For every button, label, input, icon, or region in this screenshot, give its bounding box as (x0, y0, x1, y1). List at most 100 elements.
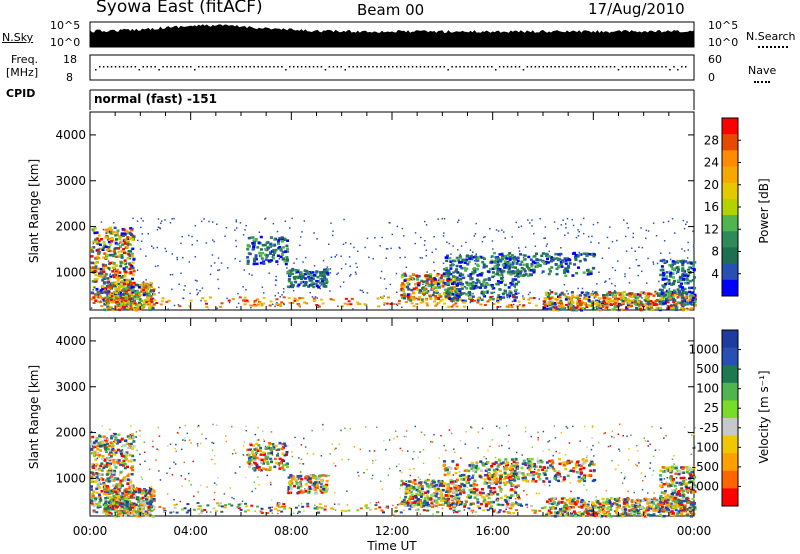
scatter-cell (125, 302, 129, 305)
scatter-cell (90, 307, 93, 309)
scatter-cell (303, 269, 307, 272)
scatter-cell (108, 449, 112, 452)
scatter-cell (578, 251, 580, 254)
scatter-cell (253, 455, 257, 458)
scatter-cell (686, 257, 689, 259)
scatter-cell (580, 291, 584, 294)
scatter-cell (242, 286, 244, 288)
scatter-cell (587, 299, 591, 302)
scatter-cell (454, 270, 458, 273)
scatter-cell (662, 302, 666, 305)
scatter-cell (528, 468, 532, 471)
scatter-cell (682, 219, 685, 222)
scatter-cell (449, 479, 453, 482)
scatter-cell (139, 248, 142, 250)
scatter-cell (521, 462, 525, 465)
scatter-cell (268, 272, 270, 274)
scatter-cell (514, 275, 516, 278)
scatter-cell (424, 479, 428, 483)
scatter-cell (263, 292, 265, 294)
scatter-cell (419, 289, 422, 293)
scatter-cell (659, 268, 663, 272)
scatter-cell (586, 474, 590, 478)
scatter-cell (683, 250, 686, 252)
scatter-cell (645, 304, 649, 308)
scatter-cell (463, 261, 467, 264)
freq-point (194, 69, 196, 71)
scatter-cell (118, 275, 122, 278)
freq-point (491, 66, 493, 68)
scatter-cell (497, 263, 501, 267)
scatter-cell (668, 252, 671, 254)
scatter-cell (500, 273, 504, 276)
scatter-cell (639, 306, 643, 309)
scatter-cell (112, 222, 115, 224)
scatter-cell (281, 443, 285, 446)
scatter-cell (692, 265, 695, 268)
freq-point (415, 66, 418, 68)
scatter-cell (114, 264, 118, 267)
scatter-cell (450, 287, 454, 290)
scatter-cell (284, 250, 288, 253)
scatter-cell (443, 460, 446, 463)
scatter-cell (511, 236, 513, 238)
scatter-cell (496, 272, 500, 276)
scatter-cell (494, 272, 498, 276)
scatter-cell (101, 248, 105, 251)
scatter-cell (453, 496, 457, 499)
scatter-cell (486, 467, 489, 471)
scatter-cell (134, 503, 138, 506)
scatter-cell (406, 285, 409, 289)
scatter-cell (559, 255, 561, 257)
scatter-cell (511, 278, 515, 281)
scatter-cell (527, 472, 531, 476)
scatter-cell (135, 307, 139, 310)
scatter-cell (470, 488, 474, 491)
scatter-cell (131, 273, 135, 276)
scatter-cell (585, 459, 588, 462)
scatter-cell (257, 468, 261, 471)
scatter-cell (277, 263, 279, 266)
scatter-cell (475, 257, 479, 261)
scatter-cell (546, 243, 548, 245)
scatter-cell (527, 464, 531, 467)
scatter-cell (522, 297, 526, 300)
scatter-cell (98, 291, 102, 295)
freq-point (594, 66, 596, 68)
scatter-cell (484, 236, 486, 238)
scatter-cell (678, 276, 682, 280)
scatter-cell (380, 296, 382, 298)
scatter-cell (112, 473, 116, 476)
scatter-cell (217, 287, 220, 290)
scatter-cell (688, 286, 691, 290)
scatter-cell (117, 250, 121, 254)
scatter-cell (216, 307, 218, 310)
scatter-cell (684, 260, 688, 263)
scatter-cell (475, 467, 479, 471)
scatter-cell (542, 303, 544, 305)
scatter-cell (243, 269, 245, 271)
scatter-cell (407, 298, 411, 301)
scatter-cell (475, 488, 479, 491)
scatter-cell (139, 489, 143, 493)
scatter-cell (641, 270, 643, 273)
scatter-cell (506, 473, 510, 477)
scatter-cell (540, 254, 544, 258)
scatter-cell (99, 499, 103, 502)
scatter-cell (156, 246, 158, 249)
scatter-cell (426, 485, 430, 488)
freq-point (221, 66, 224, 68)
scatter-cell (401, 273, 405, 277)
scatter-cell (308, 279, 312, 282)
freq-point (356, 66, 358, 68)
scatter-cell (122, 464, 125, 467)
scatter-cell (560, 303, 563, 306)
scatter-cell (603, 297, 606, 299)
scatter-cell (433, 269, 436, 272)
scatter-cell (340, 305, 344, 308)
scatter-cell (673, 262, 677, 265)
scatter-cell (453, 263, 455, 266)
scatter-cell (463, 503, 467, 506)
scatter-cell (456, 295, 460, 298)
